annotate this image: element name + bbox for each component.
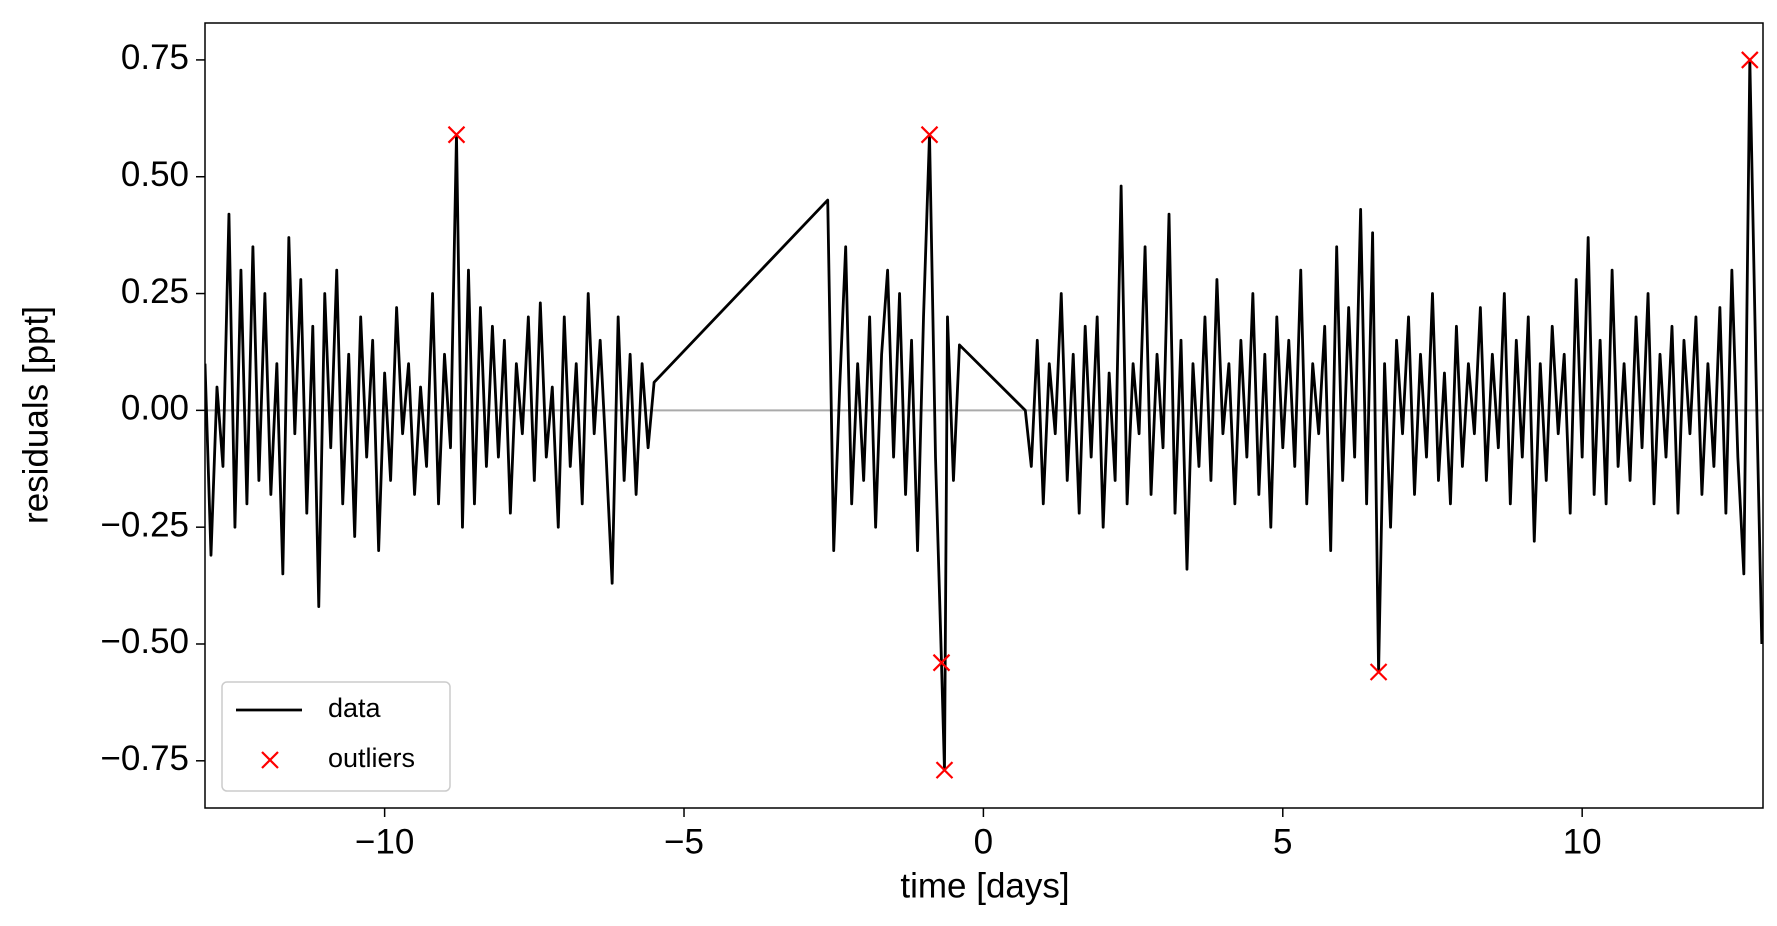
- y-axis-label: residuals [ppt]: [16, 306, 55, 524]
- outlier-marker: [935, 761, 954, 779]
- outlier-marker: [447, 125, 466, 144]
- data-line: [205, 58, 1763, 772]
- x-tick-label: 0: [974, 822, 993, 861]
- outlier-marker: [1741, 51, 1759, 69]
- axes-frame: [204, 22, 1764, 809]
- x-tick-label: 5: [1273, 822, 1292, 861]
- outlier-marker: [932, 653, 951, 672]
- y-tick-label: −0.75: [100, 739, 189, 778]
- y-tick-label: 0.00: [121, 389, 189, 428]
- legend-swatch: [261, 751, 279, 769]
- y-tick-label: 0.50: [121, 155, 189, 194]
- x-axis-label: time [days]: [900, 866, 1069, 905]
- x-tick-label: −5: [664, 822, 704, 861]
- outlier-marker: [1369, 663, 1388, 681]
- y-tick-label: −0.25: [100, 505, 189, 544]
- y-tick-label: 0.25: [121, 272, 189, 311]
- x-tick-label: −10: [355, 822, 414, 861]
- y-tick-label: 0.75: [121, 38, 189, 77]
- x-tick-label: 10: [1563, 822, 1602, 861]
- legend-label: data: [328, 693, 382, 723]
- y-tick-label: −0.50: [100, 622, 189, 661]
- outlier-marker: [920, 125, 939, 144]
- legend-label: outliers: [328, 743, 415, 773]
